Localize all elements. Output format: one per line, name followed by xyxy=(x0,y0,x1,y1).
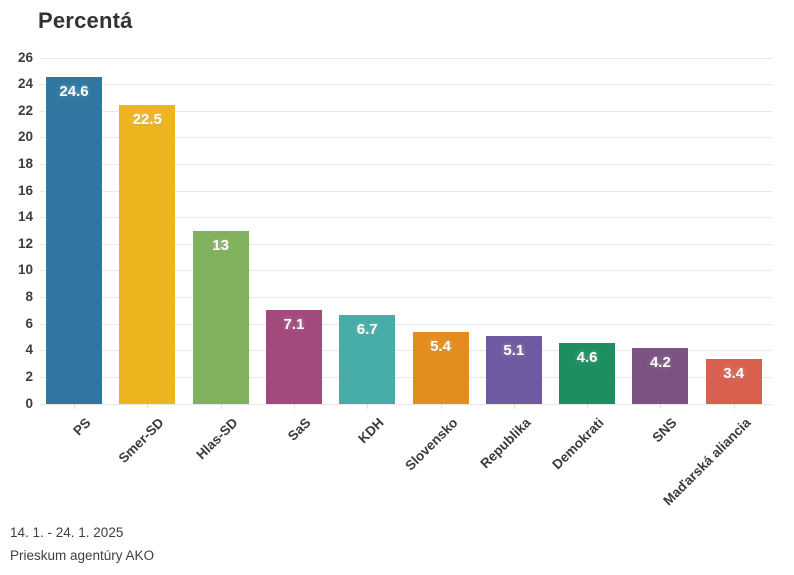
chart-footer: 14. 1. - 24. 1. 2025 Prieskum agentúry A… xyxy=(10,521,154,567)
bar-smer-sd: 22.5 xyxy=(119,104,176,404)
bar-value-label: 6.7 xyxy=(356,320,378,338)
x-axis-label-ps: PS xyxy=(70,415,94,439)
gridline-14 xyxy=(40,217,772,219)
bar-sas: 7.1 xyxy=(265,309,322,404)
x-axis-tick xyxy=(440,404,442,409)
y-axis-tick-label-24: 24 xyxy=(17,76,33,92)
bar-value-label: 22.5 xyxy=(132,110,162,128)
x-axis-tick xyxy=(587,404,589,409)
bar-value-label: 7.1 xyxy=(283,315,305,333)
gridline-24 xyxy=(40,84,772,86)
y-axis-tick-label-8: 8 xyxy=(25,289,33,305)
x-axis-tick xyxy=(220,404,222,409)
gridline-2 xyxy=(40,376,772,378)
y-axis-tick-label-0: 0 xyxy=(25,395,33,411)
bar-sns: 4.2 xyxy=(632,348,689,404)
bar-value-label: 3.4 xyxy=(723,364,745,382)
x-axis-label-hlas-sd: Hlas-SD xyxy=(192,415,241,463)
y-axis-tick-label-10: 10 xyxy=(17,262,33,278)
bar-value-label: 4.2 xyxy=(649,354,671,372)
gridline-6 xyxy=(40,323,772,325)
bar-value-label: 13 xyxy=(212,237,229,254)
x-axis-tick xyxy=(733,404,735,409)
x-axis-tick xyxy=(367,404,369,409)
gridline-0 xyxy=(40,403,772,405)
chart-title: Percentá xyxy=(38,8,133,33)
bar-value-label: 5.1 xyxy=(503,342,525,360)
gridline-4 xyxy=(40,350,772,352)
x-axis-tick xyxy=(660,404,662,409)
y-axis-tick-label-4: 4 xyxy=(25,342,33,358)
gridline-26 xyxy=(40,57,772,59)
x-axis-label-republika: Republika xyxy=(477,415,534,472)
y-axis-tick-label-22: 22 xyxy=(17,102,33,118)
x-axis-tick xyxy=(147,404,149,409)
bar-kdh: 6.7 xyxy=(339,314,396,404)
bar-value-label: 5.4 xyxy=(430,338,451,356)
gridline-16 xyxy=(40,190,772,192)
x-axis-label-sns: SNS xyxy=(649,415,680,446)
gridline-18 xyxy=(40,163,772,165)
y-axis-tick-label-6: 6 xyxy=(25,315,33,331)
x-axis-label-smer-sd: Smer-SD xyxy=(115,415,167,466)
bar-value-label: 4.6 xyxy=(576,348,598,366)
bar-ps: 24.6 xyxy=(46,76,102,404)
x-axis-label-kdh: KDH xyxy=(355,415,387,447)
bar-value-label: 24.6 xyxy=(59,82,89,100)
x-axis-label-demokrati: Demokrati xyxy=(549,415,607,473)
y-axis-tick-label-16: 16 xyxy=(17,182,33,198)
y-axis-tick-label-18: 18 xyxy=(17,155,33,171)
y-axis-tick-label-20: 20 xyxy=(17,129,33,145)
gridline-8 xyxy=(40,297,772,299)
y-axis-tick-label-26: 26 xyxy=(17,49,33,65)
gridline-20 xyxy=(40,137,772,139)
x-axis-tick xyxy=(513,404,515,409)
bar-slovensko: 5.4 xyxy=(412,332,469,404)
gridline-12 xyxy=(40,243,772,245)
survey-source: Prieskum agentúry AKO xyxy=(10,548,155,563)
bar-hlas-sd: 13 xyxy=(192,231,249,404)
bar-demokrati: 4.6 xyxy=(559,342,616,404)
x-axis-tick xyxy=(74,404,75,409)
y-axis-tick-label-2: 2 xyxy=(25,368,33,384)
gridline-10 xyxy=(40,270,772,272)
x-axis-tick xyxy=(293,404,295,409)
bar-republika: 5.1 xyxy=(485,336,542,404)
x-axis-label-slovensko: Slovensko xyxy=(401,415,461,474)
survey-period: 14. 1. - 24. 1. 2025 xyxy=(10,525,124,540)
plot-area: 0 2 4 6 8 10 12 14 16 18 20 22 24 26 24.6 PS 22.5 Smer-SD… xyxy=(18,50,772,508)
bar-ma-arsk-aliancia: 3.4 xyxy=(705,358,762,404)
y-axis-tick-label-14: 14 xyxy=(17,209,33,225)
gridline-22 xyxy=(40,110,772,112)
x-axis-label-sas: SaS xyxy=(284,415,314,444)
y-axis-tick-label-12: 12 xyxy=(17,235,33,251)
